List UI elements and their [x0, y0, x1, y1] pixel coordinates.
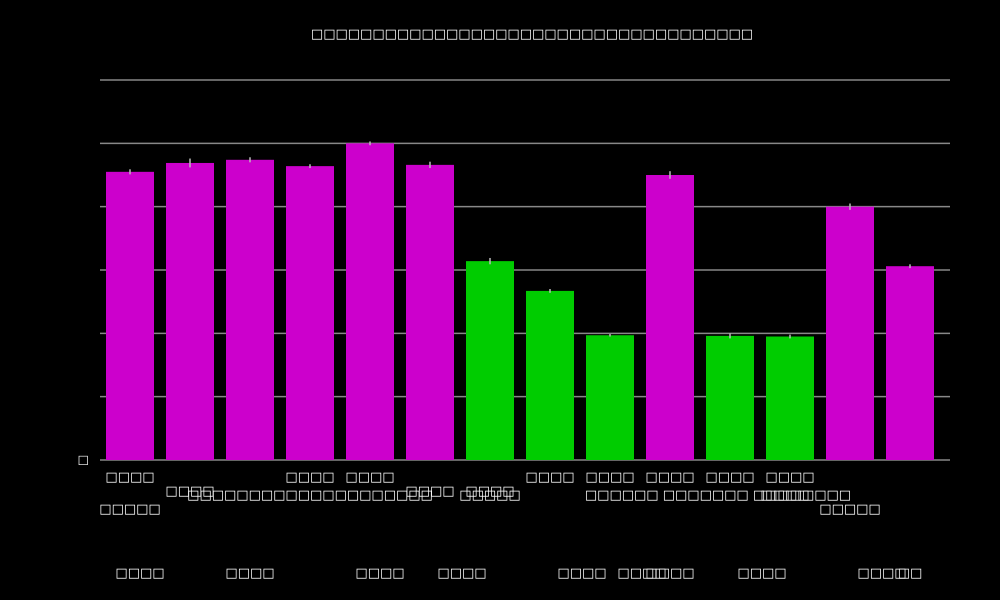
category-label: □□□□ — [405, 484, 454, 499]
category-label: □□□□ — [355, 566, 404, 581]
bar — [226, 159, 274, 461]
error-bars — [129, 141, 911, 339]
bar — [106, 171, 154, 461]
bar — [406, 164, 454, 460]
category-label: □□□□ — [585, 470, 634, 485]
category-label: □□□□ — [765, 470, 814, 485]
category-label: □□□□ — [760, 488, 809, 503]
category-label: □□ — [898, 566, 923, 581]
bar — [166, 162, 214, 460]
bar — [346, 143, 394, 461]
category-label: □□□□ — [645, 566, 694, 581]
category-label: □□□□□□ □□□□□□□ □□□□□□□□ — [585, 488, 851, 503]
category-label: □□□□□ — [99, 502, 160, 517]
category-label: □□□□ — [557, 566, 606, 581]
category-label: □□□□ — [525, 470, 574, 485]
category-label: □□□□ — [105, 470, 154, 485]
bar — [886, 266, 934, 460]
category-label: □□□□ — [437, 566, 486, 581]
category-label: □□□□ — [225, 566, 274, 581]
bars — [106, 143, 934, 461]
chart-title: □□□□□□□□□□□□□□□□□□□□□□□□□□□□□□□□□□□□ — [311, 27, 753, 42]
category-label: □□□□ — [737, 566, 786, 581]
bar — [826, 206, 874, 460]
bar — [706, 335, 754, 460]
bar — [586, 335, 634, 460]
category-label: □□□□ — [645, 470, 694, 485]
category-labels: □□□□□□□□□□□□□□□□□□□□□□□□□□□□□□□□□□□□□□□□… — [99, 470, 922, 581]
bar — [466, 261, 514, 460]
y-tick-labels: □ — [78, 453, 89, 467]
category-label: □□□□ — [285, 470, 334, 485]
category-label: □□□□ — [165, 484, 214, 499]
category-label: □□□□□ — [459, 488, 520, 503]
category-label: □□□□□ — [819, 502, 880, 517]
bar — [286, 166, 334, 460]
category-label: □□□□ — [857, 566, 906, 581]
category-label: □□□□ — [465, 484, 514, 499]
category-label: □□□□□□□□□□□□□□□□□□□□ — [187, 488, 433, 503]
bar — [766, 336, 814, 460]
bar — [646, 175, 694, 460]
category-label: □□□□ — [705, 470, 754, 485]
y-tick-label: □ — [78, 453, 89, 467]
category-label: □□□□ — [617, 566, 666, 581]
category-label: □□□□ — [345, 470, 394, 485]
bar — [526, 290, 574, 460]
category-label: □□□□ — [115, 566, 164, 581]
